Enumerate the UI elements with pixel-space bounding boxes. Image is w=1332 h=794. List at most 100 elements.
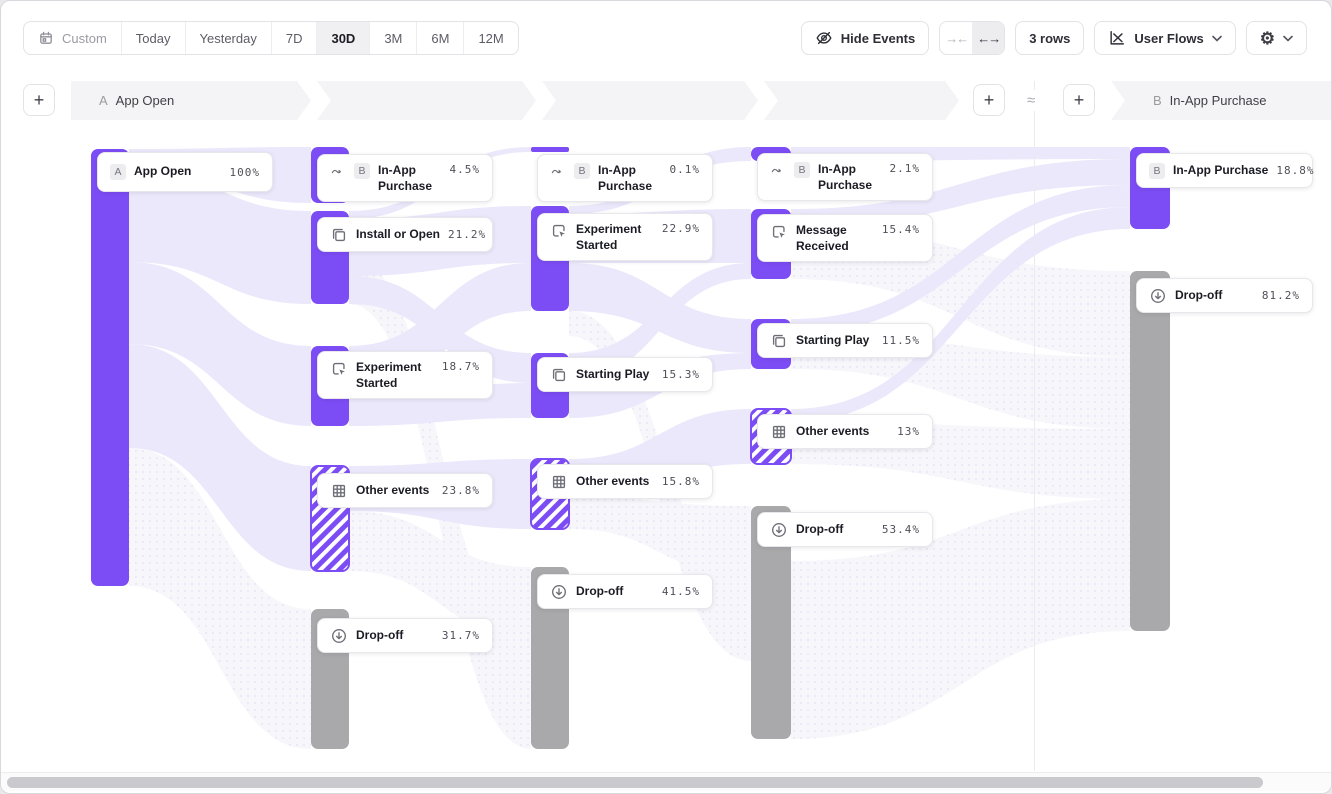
horizontal-scrollbar-thumb[interactable]: [7, 777, 1263, 788]
copy-icon: [332, 228, 346, 241]
flow-node-percentage: 0.1%: [669, 163, 700, 176]
flow-node-percentage: 22.9%: [661, 222, 700, 235]
horizontal-scrollbar-track[interactable]: [1, 772, 1331, 791]
flow-node-label: Starting Play: [796, 332, 870, 347]
date-range-today[interactable]: Today: [122, 22, 186, 54]
flow-ribbon: [129, 262, 311, 426]
step-banner-title: In-App Purchase: [1169, 93, 1267, 108]
arrows-in-icon: →←: [945, 30, 969, 46]
date-range-3m[interactable]: 3M: [370, 22, 418, 54]
chevron-down-icon: [1211, 35, 1222, 42]
flow-node-card-drop-off[interactable]: Drop-off 53.4%: [757, 512, 933, 547]
date-range-12m[interactable]: 12M: [464, 22, 517, 54]
date-range-6m[interactable]: 6M: [417, 22, 465, 54]
flow-node-percentage: 21.2%: [448, 228, 487, 241]
flow-node-card-starting-play[interactable]: Starting Play 15.3%: [537, 357, 713, 392]
grid-icon: [332, 484, 346, 497]
flow-ribbon: [791, 207, 1130, 422]
date-range-custom[interactable]: Custom: [24, 22, 122, 54]
dropoff-icon: [332, 628, 346, 643]
flow-node-card-message-received[interactable]: Message Received 15.4%: [757, 214, 933, 262]
click-icon: [332, 362, 345, 375]
flow-node-label: App Open: [134, 164, 192, 179]
approx-icon: ≈: [1025, 90, 1038, 111]
flow-ribbon: [791, 185, 1130, 334]
flow-node-label: Other events: [356, 482, 430, 497]
flow-node-percentage: 15.8%: [661, 475, 700, 488]
flow-node-card-in-app-purchase[interactable]: B In-App Purchase 0.1%: [537, 154, 713, 202]
flow-node-card-app-open[interactable]: A App Open 100%: [97, 152, 273, 192]
hide-events-button[interactable]: Hide Events: [800, 21, 930, 55]
add-step-before-end-button[interactable]: +: [1063, 84, 1095, 116]
step-banner-segment: [317, 81, 536, 120]
flow-node-percentage: 11.5%: [881, 334, 920, 347]
click-icon: [772, 225, 785, 238]
step-banner-in-app-purchase[interactable]: B In-App Purchase: [1111, 81, 1331, 120]
flow-node-label: Experiment Started: [356, 360, 422, 390]
flow-node-label: Drop-off: [1175, 287, 1223, 302]
flow-node-card-in-app-purchase[interactable]: B In-App Purchase 2.1%: [757, 153, 933, 201]
jump-icon: [771, 168, 782, 173]
user-flows-icon: [1110, 30, 1125, 45]
date-range-label: Custom: [62, 30, 107, 46]
flow-node-bar[interactable]: [1130, 271, 1170, 631]
add-step-right-button[interactable]: +: [973, 84, 1005, 116]
date-range-label: 30D: [331, 30, 356, 46]
dropoff-icon: [1151, 288, 1165, 303]
flow-node-bar[interactable]: [531, 147, 569, 152]
flow-node-card-in-app-purchase[interactable]: B In-App Purchase 4.5%: [317, 154, 493, 202]
flow-node-bar[interactable]: [91, 149, 129, 586]
grid-icon: [552, 475, 566, 488]
flow-step-header: + A App Open + ≈ + B In-App Purchase: [1, 81, 1331, 120]
date-range-selector: Custom Today Yesterday 7D 30D 3M 6M 12M: [23, 21, 519, 55]
jump-icon: [551, 169, 562, 174]
collapse-columns-button[interactable]: →←: [940, 22, 972, 54]
flow-node-card-drop-off[interactable]: Drop-off 81.2%: [1136, 278, 1313, 313]
hide-events-label: Hide Events: [840, 30, 916, 46]
expand-columns-button[interactable]: ←→: [972, 22, 1005, 54]
flow-node-percentage: 18.8%: [1276, 164, 1315, 177]
date-range-label: 6M: [431, 30, 450, 46]
date-range-label: Today: [135, 30, 171, 46]
flow-node-bar[interactable]: [531, 567, 569, 749]
gear-icon: ⚙: [1259, 28, 1275, 48]
flow-node-card-drop-off[interactable]: Drop-off 41.5%: [537, 574, 713, 609]
date-range-yesterday[interactable]: Yesterday: [186, 22, 272, 54]
copy-icon: [772, 334, 786, 347]
step-banner-app-open[interactable]: A App Open: [71, 81, 311, 120]
flow-node-label: Install or Open: [356, 226, 441, 241]
settings-button[interactable]: ⚙: [1245, 21, 1307, 55]
dropoff-icon: [772, 522, 786, 537]
date-range-7d[interactable]: 7D: [272, 22, 318, 54]
flow-node-percentage: 15.4%: [881, 223, 920, 236]
flow-node-card-in-app-purchase[interactable]: B In-App Purchase 18.8%: [1136, 153, 1313, 188]
flow-node-card-experiment-started[interactable]: Experiment Started 18.7%: [317, 351, 493, 399]
flow-node-percentage: 13%: [897, 425, 920, 438]
flow-node-label: Starting Play: [576, 366, 650, 381]
view-selector-button[interactable]: User Flows: [1094, 21, 1236, 55]
flow-node-card-other-events[interactable]: Other events 15.8%: [537, 464, 713, 499]
add-step-left-button[interactable]: +: [23, 84, 55, 116]
flow-node-label: Drop-off: [576, 583, 624, 598]
event-b-badge: B: [1153, 93, 1162, 108]
flow-node-label: Experiment Started: [576, 222, 642, 252]
event-b-badge: B: [354, 163, 370, 179]
event-a-badge: A: [110, 164, 126, 180]
date-range-30d[interactable]: 30D: [317, 22, 371, 54]
flow-node-card-drop-off[interactable]: Drop-off 31.7%: [317, 618, 493, 653]
flow-node-card-other-events[interactable]: Other events 23.8%: [317, 473, 493, 508]
flow-node-card-install-or-open[interactable]: Install or Open 21.2%: [317, 217, 493, 252]
flow-ribbon: [791, 159, 1130, 227]
arrows-out-icon: ←→: [977, 30, 1001, 46]
step-banner-segment: [764, 81, 959, 120]
flow-node-bar[interactable]: [751, 506, 791, 739]
rows-button[interactable]: 3 rows: [1015, 21, 1085, 55]
flow-node-card-experiment-started[interactable]: Experiment Started 22.9%: [537, 213, 713, 261]
flow-ribbon: [569, 263, 751, 353]
flow-node-label: Drop-off: [796, 521, 844, 536]
flow-node-card-other-events[interactable]: Other events 13%: [757, 414, 933, 449]
flow-node-card-starting-play[interactable]: Starting Play 11.5%: [757, 323, 933, 358]
grid-icon: [772, 425, 786, 438]
flow-node-label: In-App Purchase: [818, 162, 873, 192]
